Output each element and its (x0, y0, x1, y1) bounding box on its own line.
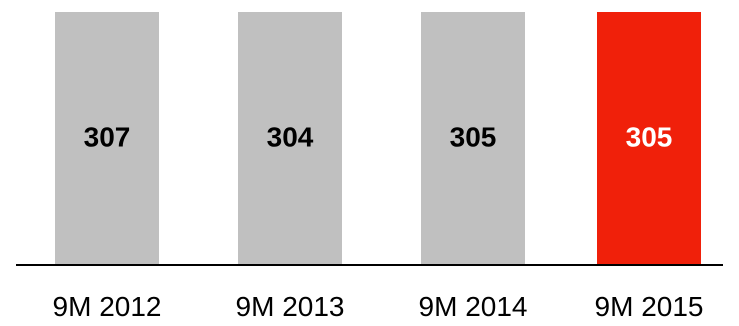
bars-group: 307 304 305 305 (55, 12, 701, 265)
bar-value-label: 307 (84, 121, 131, 152)
x-tick-label: 9M 2012 (53, 291, 162, 322)
bar-value-label: 305 (450, 121, 497, 152)
x-tick-label: 9M 2014 (419, 291, 528, 322)
bar-9m-2015 (597, 12, 701, 265)
x-tick-label: 9M 2015 (595, 291, 704, 322)
bar-value-label: 305 (626, 121, 673, 152)
bar-value-label: 304 (267, 121, 314, 152)
x-tick-label: 9M 2013 (236, 291, 345, 322)
bar-9m-2013 (238, 12, 342, 265)
bar-9m-2014 (421, 12, 525, 265)
x-axis-ticks: 9M 2012 9M 2013 9M 2014 9M 2015 (53, 291, 704, 322)
bar-9m-2012 (55, 12, 159, 265)
